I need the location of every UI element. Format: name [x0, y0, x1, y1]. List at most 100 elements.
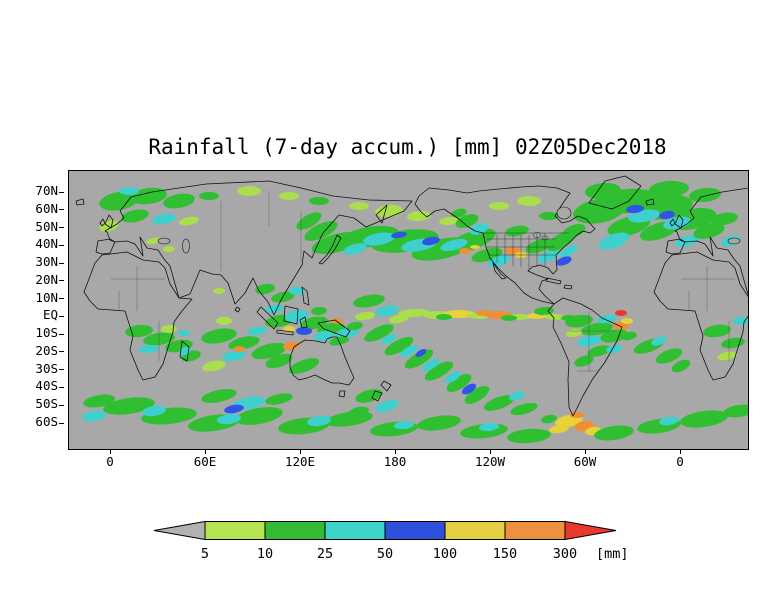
lon-tick-mark	[300, 449, 301, 454]
island-sri-lanka	[234, 306, 241, 313]
rain-cell	[562, 224, 586, 238]
rain-cell	[659, 210, 675, 220]
rain-cell	[83, 394, 115, 408]
lat-tick-label: 20S	[35, 342, 58, 358]
rain-cell	[537, 249, 561, 263]
rain-cell	[349, 202, 369, 210]
rain-cell	[296, 327, 312, 335]
lon-tick-label: 0	[676, 454, 684, 469]
rain-cell	[479, 422, 499, 432]
rain-cell	[265, 393, 293, 405]
island-new-zealand-north	[380, 380, 392, 392]
island-japan	[318, 234, 342, 265]
lon-tick-label: 180	[383, 454, 407, 469]
colorbar-tick-label: 300	[553, 546, 577, 562]
rain-cell	[501, 315, 517, 321]
rain-cell	[233, 346, 245, 352]
rain-cell	[560, 244, 578, 258]
colorbar-left-arrow	[153, 520, 206, 541]
lat-tick-label: 50S	[35, 396, 58, 412]
world-map	[69, 171, 748, 449]
rain-cell	[353, 294, 385, 308]
colorbar-tick-label: 5	[201, 546, 209, 562]
rain-cell	[381, 334, 397, 344]
colorbar-tick-label: 150	[493, 546, 517, 562]
rain-cell	[659, 416, 679, 426]
rain-cell	[325, 411, 373, 427]
rain-cell	[82, 410, 106, 422]
rain-cell	[307, 415, 331, 427]
rain-cell	[347, 321, 363, 331]
lat-tick-label: EQ	[42, 307, 58, 323]
lat-tick-mark	[59, 209, 64, 211]
lat-tick-mark	[59, 315, 64, 317]
rain-cell	[394, 420, 414, 430]
rain-cell	[391, 231, 407, 239]
rain-cell	[539, 212, 559, 220]
rain-cell	[517, 196, 541, 206]
rain-cell	[439, 216, 459, 226]
lat-tick-mark	[59, 369, 64, 371]
rain-cell	[99, 191, 139, 211]
rain-cell	[626, 204, 644, 214]
rain-cell	[139, 344, 159, 354]
rain-cell	[655, 348, 683, 364]
map-title: Rainfall (7-day accum.) [mm] 02Z05Dec201…	[148, 135, 667, 159]
rain-cell	[389, 314, 409, 324]
rain-cell	[288, 358, 320, 374]
rain-cell	[565, 314, 593, 328]
rain-cell	[283, 341, 299, 351]
colorbar-segment	[264, 521, 326, 540]
rain-cell	[343, 243, 367, 255]
rain-cell	[621, 318, 633, 324]
island-new-zealand-south	[371, 390, 383, 402]
rain-cell	[349, 406, 369, 416]
rain-cell	[723, 404, 748, 418]
rain-cell	[600, 329, 628, 343]
rain-cell	[201, 389, 237, 403]
rain-cell	[265, 353, 293, 369]
rain-cell	[285, 309, 309, 323]
rain-cell	[399, 345, 419, 357]
rain-cell	[296, 212, 322, 230]
rain-cell	[251, 342, 287, 360]
lon-tick-label: 60W	[573, 454, 597, 469]
colorbar: 5 10 25 50 100 150 300 [mm]	[153, 520, 629, 562]
rain-cell	[355, 389, 383, 403]
rain-cell	[534, 306, 554, 316]
us-state-borders	[483, 232, 569, 269]
rain-cell	[651, 336, 667, 346]
rain-cell	[621, 331, 637, 341]
rain-cell	[510, 402, 538, 416]
lat-tick-mark	[59, 262, 64, 264]
colorbar-tick-label: 100	[433, 546, 457, 562]
island-cuba	[545, 277, 562, 285]
island-tasmania	[338, 390, 346, 398]
colorbar-segment	[444, 521, 506, 540]
rain-cell	[675, 235, 699, 247]
lat-tick-label: 20N	[35, 271, 58, 287]
rain-cell	[489, 202, 509, 210]
lat-tick-label: 40N	[35, 236, 58, 252]
lat-tick-label: 30S	[35, 360, 58, 376]
island-greenland	[588, 175, 642, 210]
rain-cell	[703, 324, 731, 338]
rain-cell	[469, 223, 489, 235]
rain-cell	[224, 404, 244, 414]
rain-cell	[255, 283, 275, 295]
rain-cell	[455, 214, 479, 228]
lat-tick-mark	[59, 244, 64, 246]
rain-cell	[355, 311, 375, 321]
rain-cell	[283, 326, 295, 332]
lon-tick-mark	[205, 449, 206, 454]
rain-cell	[335, 327, 359, 339]
island-java	[276, 329, 294, 336]
lat-tick-mark	[59, 333, 64, 335]
rain-cell	[461, 383, 477, 395]
rain-cell	[121, 209, 149, 223]
rain-cell	[545, 314, 565, 320]
rain-cell	[119, 187, 139, 195]
rain-cell	[213, 288, 225, 294]
rain-cell	[161, 325, 177, 333]
continent-south-america	[547, 297, 623, 417]
